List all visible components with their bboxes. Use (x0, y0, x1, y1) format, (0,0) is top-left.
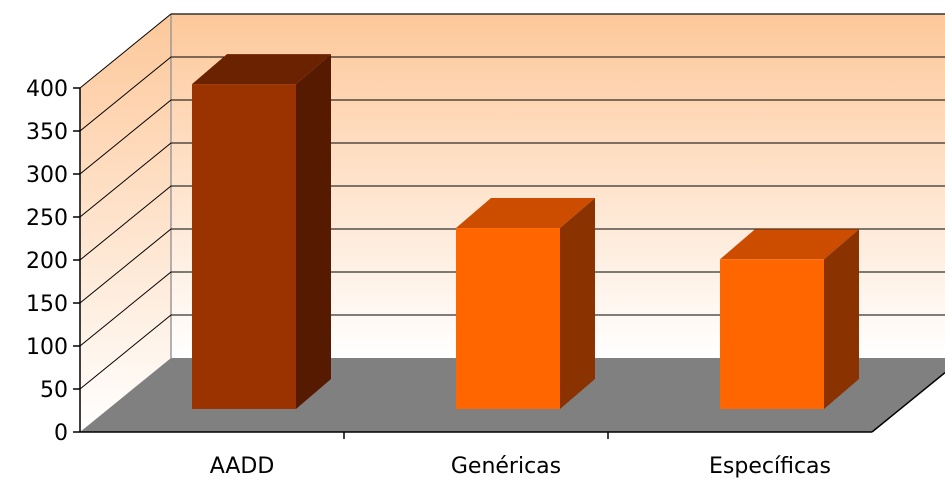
gridlines (79, 13, 945, 390)
y-tick-label: 150 (26, 292, 68, 317)
y-tick-label: 100 (26, 335, 68, 360)
x-axis-depth-line (871, 372, 945, 433)
bar (192, 54, 331, 410)
bar-top (192, 54, 331, 85)
y-tick-label: 400 (26, 77, 68, 102)
x-category-label: Genéricas (451, 454, 561, 479)
bar-front (192, 84, 296, 410)
y-tick-label: 300 (26, 163, 68, 188)
gridline (79, 185, 945, 261)
bar-front (720, 259, 824, 409)
axes (73, 87, 945, 439)
gridline (79, 228, 945, 304)
bar-top (720, 229, 859, 260)
bar (720, 229, 859, 409)
gridline (79, 314, 945, 390)
bar-side (824, 229, 859, 409)
y-tick-label: 50 (40, 378, 68, 403)
bar-side (296, 54, 331, 410)
y-tick-label: 250 (26, 206, 68, 231)
y-tick-label: 0 (54, 421, 68, 446)
y-tick-label: 350 (26, 120, 68, 145)
y-tick-label: 200 (26, 249, 68, 274)
x-axis-category-labels: AADD Genéricas Específicas (210, 454, 831, 479)
x-category-label: AADD (210, 454, 275, 479)
gridline (79, 99, 945, 175)
bar (456, 198, 595, 409)
y-axis-tick-labels: 0 50 100 150 200 250 300 350 400 (26, 77, 68, 446)
gridline (79, 56, 945, 132)
gridline (79, 142, 945, 218)
bars (192, 54, 859, 410)
bar-side (560, 198, 595, 409)
gridline (79, 13, 945, 89)
bar-front (456, 228, 560, 409)
x-category-label: Específicas (709, 454, 831, 479)
gridline (79, 271, 945, 347)
bar-top (456, 198, 595, 229)
